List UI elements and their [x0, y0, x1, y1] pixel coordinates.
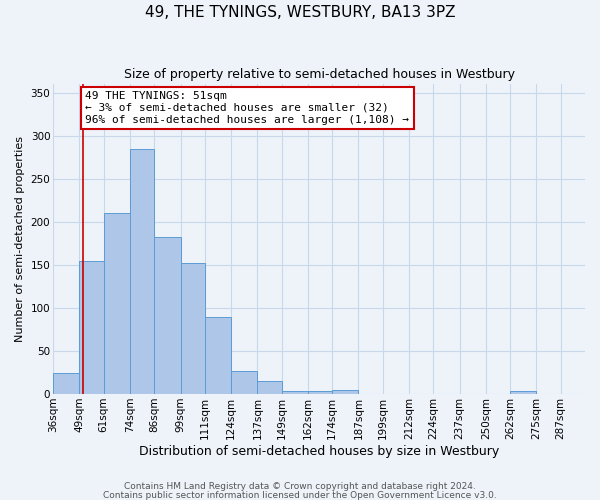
Bar — [332, 390, 358, 394]
Text: Contains HM Land Registry data © Crown copyright and database right 2024.: Contains HM Land Registry data © Crown c… — [124, 482, 476, 491]
X-axis label: Distribution of semi-detached houses by size in Westbury: Distribution of semi-detached houses by … — [139, 444, 499, 458]
Bar — [205, 316, 231, 394]
Text: 49 THE TYNINGS: 51sqm
← 3% of semi-detached houses are smaller (32)
96% of semi-: 49 THE TYNINGS: 51sqm ← 3% of semi-detac… — [85, 92, 409, 124]
Text: Contains public sector information licensed under the Open Government Licence v3: Contains public sector information licen… — [103, 490, 497, 500]
Bar — [53, 372, 79, 394]
Bar — [257, 381, 281, 394]
Title: Size of property relative to semi-detached houses in Westbury: Size of property relative to semi-detach… — [124, 68, 515, 80]
Bar — [231, 371, 257, 394]
Bar — [130, 149, 154, 394]
Bar — [79, 260, 104, 394]
Text: 49, THE TYNINGS, WESTBURY, BA13 3PZ: 49, THE TYNINGS, WESTBURY, BA13 3PZ — [145, 5, 455, 20]
Bar — [510, 392, 536, 394]
Bar — [281, 392, 308, 394]
Y-axis label: Number of semi-detached properties: Number of semi-detached properties — [15, 136, 25, 342]
Bar — [181, 264, 205, 394]
Bar — [308, 392, 332, 394]
Bar — [104, 214, 130, 394]
Bar — [154, 236, 181, 394]
